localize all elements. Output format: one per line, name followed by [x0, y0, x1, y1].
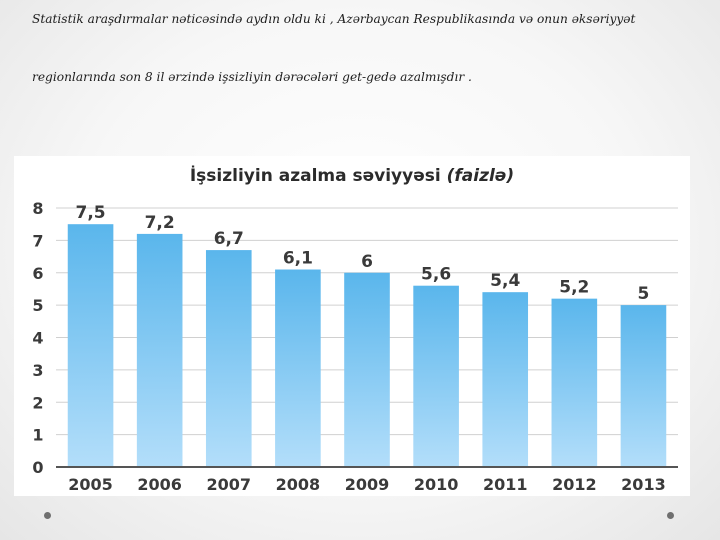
- bar-value-label: 5,6: [421, 265, 451, 285]
- y-tick-label: 5: [32, 296, 43, 315]
- y-tick-label: 3: [32, 361, 43, 380]
- bar: [551, 298, 598, 467]
- bar: [136, 233, 183, 467]
- bar: [482, 292, 529, 467]
- chart-title-unit: (faizlə): [446, 166, 515, 186]
- bar: [275, 269, 321, 467]
- bar-value-label: 6: [361, 252, 373, 272]
- x-tick-label: 2010: [414, 475, 459, 494]
- slide-nav-dot-left[interactable]: [44, 512, 51, 519]
- y-tick-label: 7: [32, 231, 43, 250]
- bar-value-label: 6,1: [283, 249, 313, 269]
- chart-title: İşsizliyin azalma səviyyəsi (faizlə): [14, 166, 690, 186]
- bar-value-label: 6,7: [214, 229, 244, 249]
- intro-text-line-2: regionlarında son 8 il ərzində işsizliyi…: [32, 70, 472, 84]
- x-tick-label: 2008: [276, 475, 321, 494]
- bar: [344, 272, 390, 467]
- bar: [620, 305, 667, 467]
- slide-nav-dot-right[interactable]: [667, 512, 674, 519]
- y-tick-label: 4: [32, 329, 43, 348]
- bar: [413, 285, 459, 467]
- bar-value-label: 5: [638, 284, 650, 304]
- chart-title-text: İşsizliyin azalma səviyyəsi: [189, 166, 441, 186]
- bar-value-label: 7,2: [145, 213, 175, 233]
- bar-value-label: 7,5: [75, 203, 105, 223]
- x-tick-label: 2013: [621, 475, 666, 494]
- y-tick-label: 6: [32, 264, 43, 283]
- x-tick-label: 2011: [483, 475, 528, 494]
- x-tick-label: 2012: [552, 475, 597, 494]
- bar-chart-plot: 0 1 2 3 4 5 6 7 8 7,5 2005 7,2 2006 6,7 2007 6,1 2008 6 20…: [32, 199, 678, 494]
- intro-text-line-1: Statistik araşdırmalar nəticəsində aydın…: [32, 12, 636, 26]
- bar: [67, 224, 114, 467]
- y-tick-label: 1: [32, 426, 43, 445]
- bar-value-label: 5,4: [490, 271, 520, 291]
- x-tick-label: 2007: [207, 475, 252, 494]
- x-tick-label: 2009: [345, 475, 390, 494]
- bar: [205, 250, 252, 467]
- x-tick-label: 2005: [68, 475, 113, 494]
- x-tick-label: 2006: [137, 475, 182, 494]
- y-tick-label: 0: [32, 458, 43, 477]
- y-tick-label: 2: [32, 393, 43, 412]
- unemployment-chart: İşsizliyin azalma səviyyəsi (faizlə) 0 1 2…: [14, 156, 690, 496]
- bar-value-label: 5,2: [559, 278, 589, 298]
- y-tick-label: 8: [32, 199, 43, 218]
